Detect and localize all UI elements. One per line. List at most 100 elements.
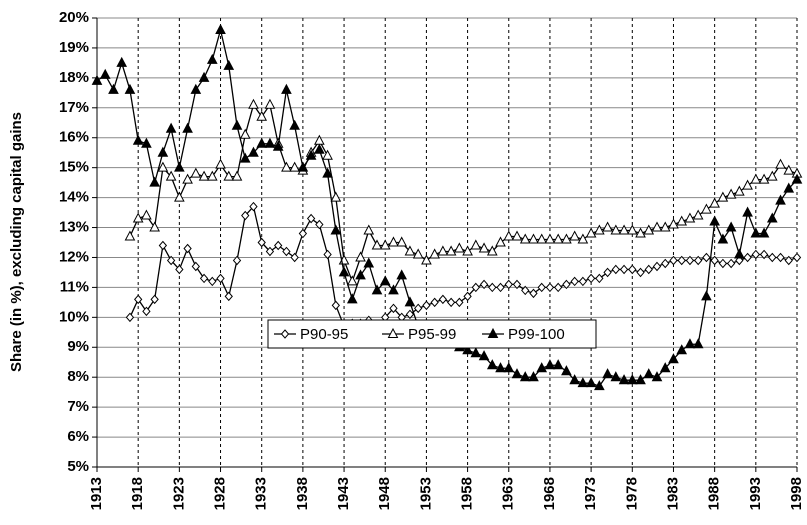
y-tick-label: 14% — [59, 189, 89, 206]
marker — [635, 374, 646, 385]
legend-marker — [280, 329, 290, 339]
marker — [165, 170, 177, 181]
marker — [404, 296, 416, 307]
marker — [734, 185, 745, 196]
marker — [298, 228, 308, 239]
x-tick-label: 1968 — [541, 477, 558, 510]
marker — [322, 149, 333, 160]
marker — [141, 209, 152, 220]
marker — [734, 248, 745, 259]
y-tick-label: 7% — [67, 398, 89, 415]
marker — [257, 237, 266, 248]
marker — [725, 188, 737, 199]
marker — [388, 236, 399, 247]
marker — [618, 374, 630, 385]
marker — [536, 362, 548, 373]
marker — [643, 224, 655, 235]
marker — [544, 359, 556, 370]
y-tick-label: 11% — [60, 278, 89, 295]
x-tick-label: 1943 — [335, 477, 352, 510]
marker — [692, 338, 704, 349]
y-tick-label: 17% — [59, 99, 89, 116]
marker — [157, 161, 169, 172]
marker — [429, 248, 440, 259]
marker — [272, 140, 284, 151]
marker — [544, 233, 556, 244]
marker — [486, 245, 498, 256]
marker — [174, 191, 185, 202]
marker — [158, 240, 168, 251]
marker — [199, 273, 209, 284]
marker — [223, 59, 235, 70]
y-tick-label: 9% — [67, 338, 89, 355]
marker — [323, 249, 332, 260]
marker — [784, 255, 793, 266]
marker — [463, 291, 472, 302]
marker — [536, 233, 548, 244]
marker — [577, 377, 589, 388]
marker — [718, 258, 728, 269]
marker — [495, 362, 506, 373]
marker — [462, 245, 473, 256]
marker — [208, 276, 217, 287]
legend-label: P95-99 — [408, 326, 456, 343]
marker — [652, 261, 662, 272]
marker — [437, 245, 449, 256]
marker — [776, 252, 785, 263]
marker — [125, 312, 135, 323]
marker — [511, 230, 523, 241]
marker — [701, 290, 712, 301]
marker — [495, 236, 506, 247]
marker — [701, 203, 712, 214]
marker — [363, 257, 375, 268]
marker — [124, 83, 136, 94]
marker — [445, 245, 457, 256]
marker — [355, 251, 366, 262]
marker — [775, 194, 786, 205]
marker — [717, 191, 729, 202]
marker — [742, 179, 753, 190]
marker — [256, 137, 268, 148]
y-tick-label: 13% — [59, 219, 89, 236]
marker — [635, 227, 646, 238]
marker — [595, 273, 604, 284]
marker — [149, 176, 160, 187]
marker — [569, 374, 580, 385]
marker — [585, 227, 597, 238]
marker — [231, 119, 243, 130]
marker — [577, 233, 589, 244]
marker — [528, 371, 539, 382]
marker — [289, 119, 300, 130]
marker — [537, 282, 546, 293]
marker — [223, 170, 235, 181]
marker — [265, 246, 275, 257]
marker — [610, 371, 622, 382]
marker — [751, 249, 760, 260]
marker — [216, 273, 225, 284]
marker — [717, 233, 729, 244]
marker — [725, 221, 737, 232]
marker — [290, 252, 299, 263]
marker — [610, 224, 622, 235]
marker — [174, 161, 185, 172]
marker — [521, 285, 530, 296]
marker — [455, 297, 464, 308]
marker — [685, 255, 695, 266]
marker — [668, 218, 679, 229]
marker — [231, 170, 243, 181]
marker — [396, 269, 408, 280]
marker — [281, 83, 292, 94]
marker — [561, 365, 572, 376]
x-tick-label: 1933 — [253, 477, 270, 510]
marker — [379, 239, 391, 250]
x-tick-label: 1978 — [623, 477, 640, 510]
marker — [166, 255, 176, 266]
marker — [322, 167, 333, 178]
marker — [371, 239, 383, 250]
marker — [626, 224, 638, 235]
marker — [165, 122, 177, 133]
marker — [132, 212, 144, 223]
marker — [264, 98, 276, 109]
marker — [470, 347, 482, 358]
